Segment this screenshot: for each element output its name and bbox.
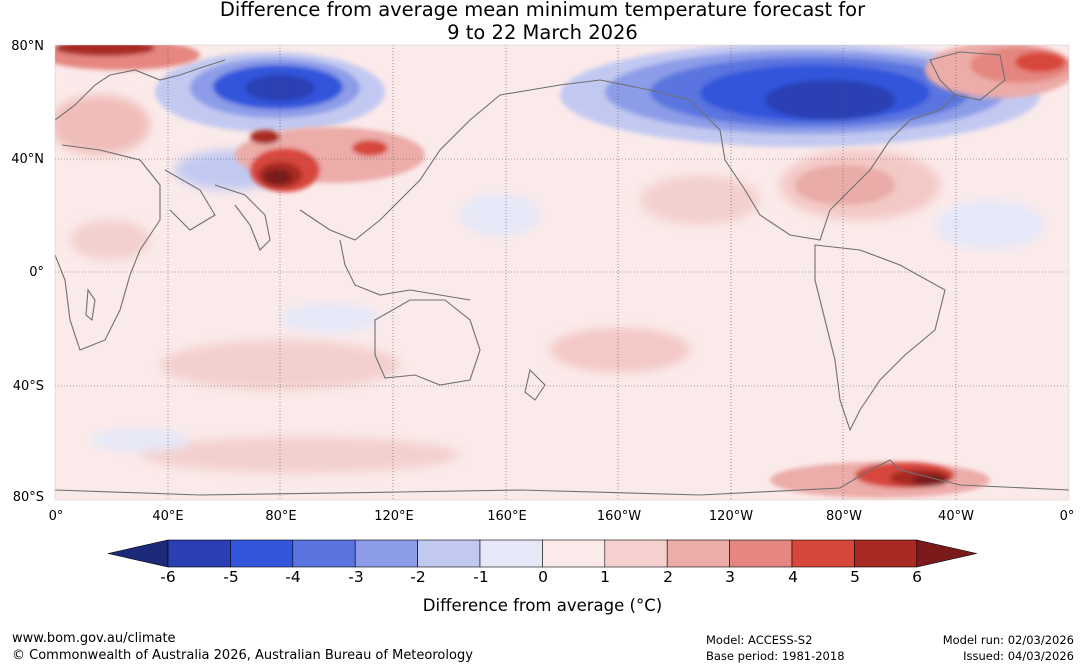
lon-label-160w: 160°W (596, 509, 642, 524)
lon-label-80e: 80°E (265, 509, 297, 524)
greenland-warm-core (1015, 52, 1065, 72)
light-blue-patch-atlantic (935, 200, 1045, 250)
footer-issued: Issued: 04/03/2026 (963, 649, 1074, 663)
colorbar-extend-low (107, 539, 169, 568)
colorbar-tick-label: 4 (788, 568, 798, 586)
colorbar-segment (791, 539, 855, 568)
colorbar-label: Difference from average (°C) (422, 596, 663, 615)
light-blue-patch-southern-ocean (90, 428, 190, 452)
footer-website: www.bom.gov.au/climate (12, 631, 176, 646)
colorbar-segment (354, 539, 418, 568)
footer-base-period: Base period: 1981-2018 (706, 649, 845, 663)
colorbar-segment (417, 539, 481, 568)
lon-label-80w: 80°W (826, 509, 862, 524)
coastline-southeast-asia (339, 239, 471, 301)
map-frame (54, 44, 1070, 501)
coastlines (55, 51, 1069, 496)
colorbar-tick-label: 5 (850, 568, 860, 586)
colorbar-segment (292, 539, 356, 568)
footer-model: Model: ACCESS-S2 (706, 633, 813, 647)
footer-copyright: © Commonwealth of Australia 2026, Austra… (12, 648, 473, 663)
colorbar-tick-label: 2 (663, 568, 673, 586)
colorbar-tick-label: 3 (725, 568, 735, 586)
light-blue-patch-north-pacific (460, 193, 540, 237)
colorbar-segment (542, 539, 606, 568)
lon-label-0-right: 0° (1059, 509, 1075, 524)
cold-anomaly-core (765, 80, 895, 120)
tibet-warm-core (264, 169, 292, 185)
lon-label-120e: 120°E (374, 509, 414, 524)
anomaly-region-greenland-warm (925, 45, 1069, 98)
light-red-patch-south-pacific (550, 328, 690, 372)
colorbar-segment (230, 539, 294, 568)
colorbar-tick-label: -5 (223, 568, 239, 586)
coastline-arabia (164, 169, 216, 231)
colorbar-segment (604, 539, 668, 568)
arctic-europe-warm-core (55, 45, 155, 56)
colorbar-tick-label: -4 (285, 568, 301, 586)
lon-label-160e: 160°E (487, 509, 527, 524)
colorbar-tick-label: -6 (160, 568, 176, 586)
graticule (55, 45, 1069, 500)
lat-label-40s: 40°S (12, 379, 44, 394)
china-warm-spot (352, 140, 388, 156)
light-red-patch-southern-ocean (140, 437, 460, 473)
colorbar-extend-high (916, 539, 977, 568)
light-red-patch-indian-ocean (160, 340, 400, 390)
light-red-patch-europe (55, 95, 150, 155)
anomaly-region-eastern-usa-warm (795, 165, 895, 205)
anomaly-region-arctic-europe-warm (55, 45, 200, 70)
anomaly-region-siberia-cold (155, 52, 385, 132)
colorbar-segment (479, 539, 543, 568)
coastline-greenland (929, 51, 1006, 101)
coastline-india (214, 184, 271, 251)
map-title-line-2: 9 to 22 March 2026 (447, 21, 638, 44)
tibet-warm-secondary (250, 130, 280, 144)
lat-label-80s: 80°S (12, 490, 44, 505)
coastline-antarctica (55, 459, 1069, 496)
colorbar-tick-label: -3 (348, 568, 364, 586)
light-red-patch-africa (70, 220, 150, 260)
colorbar-tick-label: -1 (473, 568, 489, 586)
light-blue-patch-indian-ocean (280, 303, 380, 333)
lat-label-40n: 40°N (11, 152, 44, 167)
lon-label-40w: 40°W (938, 509, 974, 524)
lon-label-0-left: 0° (48, 509, 64, 524)
coastline-africa (55, 144, 161, 351)
footer-model-run: Model run: 02/03/2026 (942, 633, 1074, 647)
coastline-madagascar (85, 288, 96, 322)
map-title-line-1: Difference from average mean minimum tem… (219, 0, 866, 21)
colorbar-segment (666, 539, 730, 568)
coastline-north-america (599, 79, 956, 241)
coastline-australia (374, 299, 481, 386)
coastline-new-zealand (524, 368, 546, 401)
antarctic-warm-core (912, 474, 948, 486)
lon-label-120w: 120°W (708, 509, 754, 524)
light-red-patch-central-pacific (640, 175, 760, 225)
colorbar-tick-label: 1 (600, 568, 610, 586)
coastline-east-asia (299, 79, 601, 241)
colorbar-segment (167, 539, 231, 568)
lon-label-40e: 40°E (152, 509, 184, 524)
lat-label-80n: 80°N (11, 39, 44, 54)
coastline-europe (55, 59, 226, 121)
coastline-south-america (814, 244, 946, 432)
colorbar-segment (854, 539, 918, 568)
colorbar-tick-label: 0 (538, 568, 548, 586)
colorbar-tick-label: -2 (410, 568, 426, 586)
colorbar-segment (729, 539, 793, 568)
anomaly-region-north-america-cold (560, 45, 1040, 147)
lat-label-equator: 0° (29, 265, 44, 280)
colorbar-tick-label: 6 (912, 568, 922, 586)
